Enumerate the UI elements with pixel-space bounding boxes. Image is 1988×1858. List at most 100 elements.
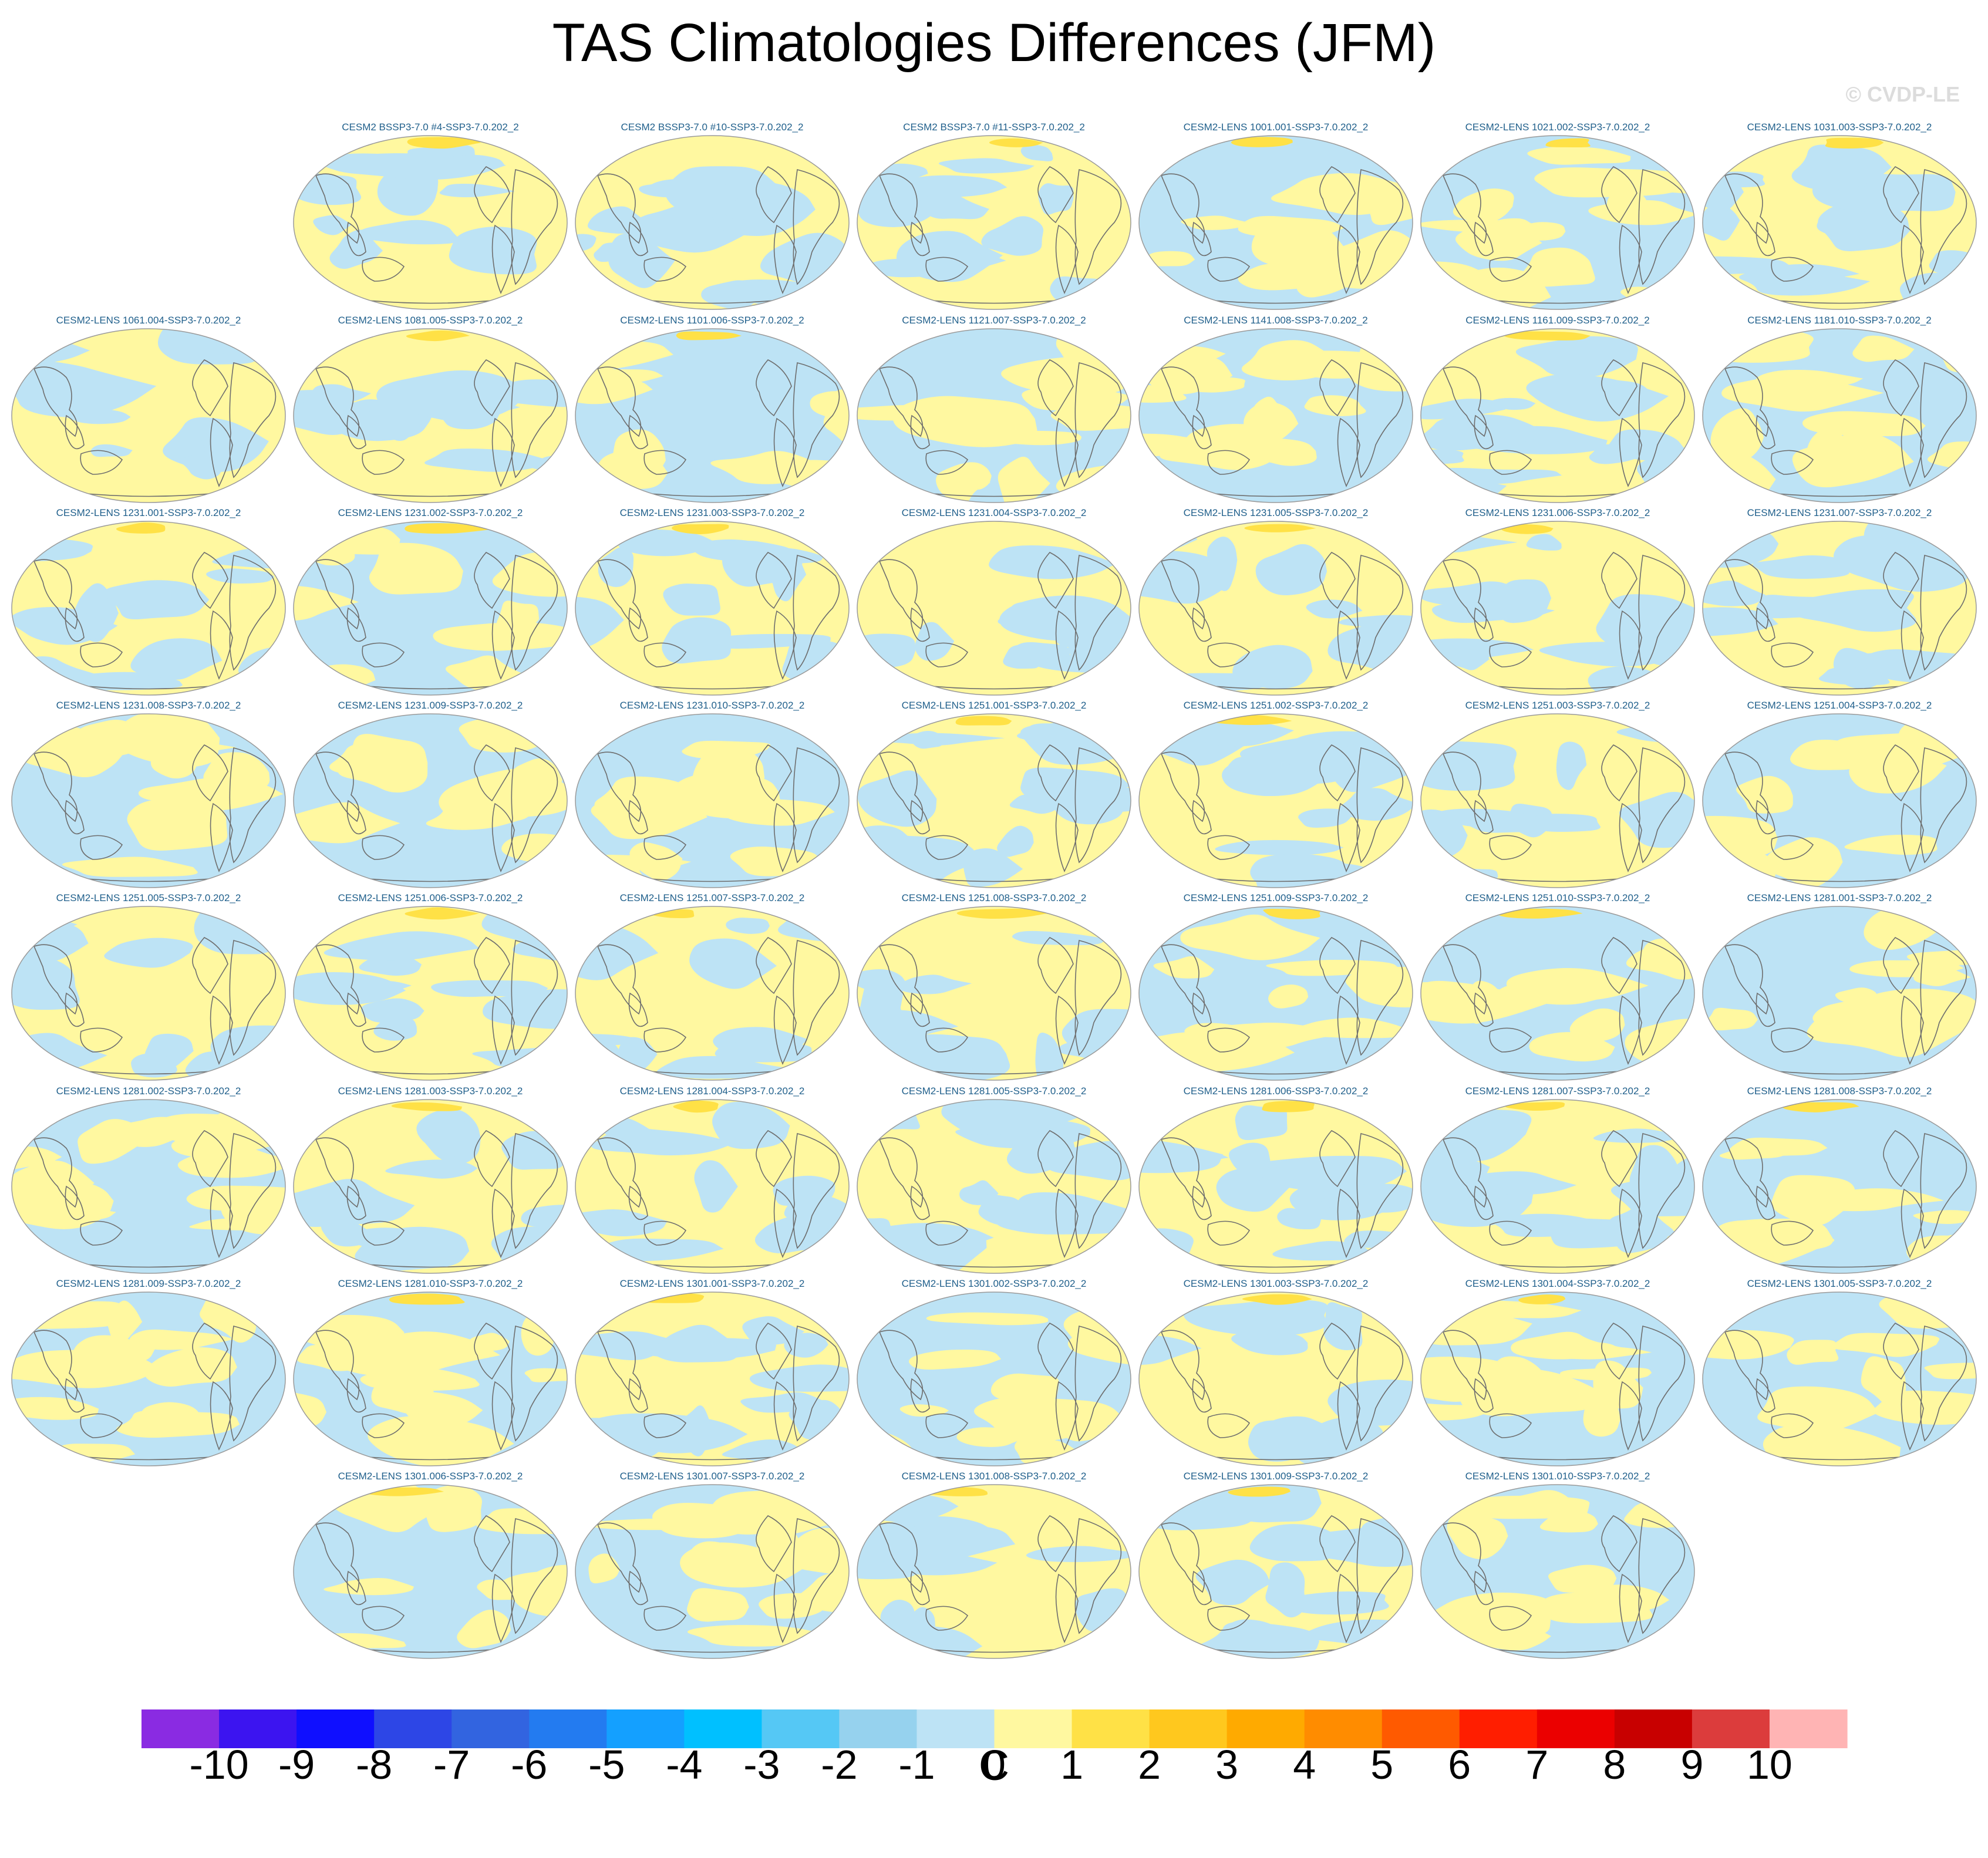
coastline: [793, 1326, 840, 1442]
map-panel: [1420, 1484, 1695, 1659]
map-panel: [857, 906, 1131, 1081]
colorbar-swatch: [1072, 1709, 1150, 1748]
map-panel: [1138, 713, 1413, 888]
coastline: [1192, 221, 1212, 257]
coastline: [1037, 166, 1074, 224]
coastline: [192, 744, 228, 802]
coastline: [511, 1133, 558, 1249]
coastline: [1319, 359, 1356, 417]
coastline: [773, 1381, 797, 1451]
coastline: [1055, 610, 1079, 680]
coastline: [229, 362, 277, 478]
map-border: [857, 1484, 1131, 1659]
anomaly-region: [104, 938, 193, 968]
coastline: [1619, 224, 1642, 294]
anomaly-region: [694, 1160, 738, 1213]
panel-title: CESM2-LENS 1231.005-SSP3-7.0.202_2: [1183, 507, 1369, 518]
coastline: [1489, 1027, 1532, 1053]
coastline: [925, 1027, 969, 1053]
coastline: [1160, 1137, 1205, 1208]
coastline: [1901, 995, 1924, 1065]
map-border: [293, 521, 568, 696]
coastline: [1755, 1378, 1775, 1413]
coastline: [1920, 555, 1967, 671]
anomaly-region: [1619, 791, 1694, 848]
coastline: [362, 1220, 405, 1246]
coastline: [1638, 747, 1686, 864]
coastline: [756, 359, 792, 417]
coastline: [793, 747, 840, 864]
coastline: [1442, 751, 1487, 822]
colorbar-swatch: [916, 1709, 995, 1748]
anomaly-region: [926, 1312, 1049, 1326]
anomaly-region: [915, 622, 955, 661]
anomaly-region: [12, 1195, 93, 1221]
coastline: [80, 1413, 123, 1438]
colorbar-tick-label: -5: [588, 1742, 625, 1788]
anomaly-region: [1924, 1363, 1976, 1380]
coastline: [315, 366, 360, 437]
anomaly-region: [1231, 1330, 1308, 1355]
coastline: [1356, 362, 1404, 478]
coastline: [1474, 1185, 1494, 1220]
colorbar-unit-label: C: [979, 1742, 1009, 1789]
colorbar-swatch: [606, 1709, 685, 1748]
anomaly-region: [12, 1350, 161, 1388]
anomaly-region: [1345, 966, 1413, 1008]
panel-title: CESM2-LENS 1281.006-SSP3-7.0.202_2: [1183, 1085, 1369, 1097]
anomaly-region: [360, 998, 424, 1023]
anomaly-region: [1473, 1624, 1551, 1651]
coastline: [1601, 937, 1637, 994]
map-panel: [1138, 1484, 1413, 1659]
coastline: [1337, 995, 1360, 1065]
coastline: [474, 359, 510, 417]
coastline: [1074, 362, 1122, 478]
coastline: [1474, 992, 1494, 1027]
map-border: [1420, 135, 1695, 310]
panel-title: CESM2-LENS 1231.004-SSP3-7.0.202_2: [901, 507, 1087, 518]
coastline: [597, 173, 642, 244]
map-border: [575, 713, 850, 888]
anomaly-region: [144, 1347, 237, 1387]
anomaly-region: [997, 825, 1034, 857]
coastline: [1055, 802, 1079, 872]
anomaly-region: [1020, 144, 1053, 161]
coastline: [346, 992, 366, 1027]
anomaly-region: [823, 389, 849, 443]
anomaly-region: [720, 201, 763, 220]
coastline: [1055, 224, 1079, 294]
anomaly-region: [663, 584, 720, 616]
coastline: [910, 607, 930, 642]
map-border: [11, 1292, 286, 1466]
map-border: [1138, 713, 1413, 888]
coastline: [1207, 835, 1251, 860]
anomaly-region: [1527, 146, 1631, 165]
figure-title: TAS Climatologies Differences (JFM): [552, 13, 1436, 73]
anomaly-region: [1753, 555, 1849, 579]
coastline: [33, 944, 78, 1015]
coastline: [1601, 1323, 1637, 1380]
anomaly-region: [73, 720, 150, 757]
coastline: [1755, 992, 1775, 1027]
anomaly-region: [1026, 1546, 1131, 1562]
coastline: [925, 450, 969, 475]
coastline: [1920, 940, 1967, 1056]
anomaly-region: [90, 444, 133, 457]
anomaly-region: [368, 1416, 514, 1466]
map-panel: [1702, 1292, 1977, 1466]
coastline: [1619, 1381, 1642, 1451]
map-border: [575, 135, 850, 310]
anomaly-region: [373, 1016, 417, 1041]
coastline: [1474, 221, 1494, 257]
colorbar-tick-label: -9: [278, 1742, 315, 1788]
map-panel: [293, 713, 568, 888]
map-panel: [1702, 1099, 1977, 1274]
anomaly-region: [687, 1588, 749, 1622]
anomaly-region: [759, 1593, 830, 1619]
coastline: [346, 607, 366, 642]
anomaly-region: [1484, 397, 1536, 410]
coastline: [878, 1330, 924, 1401]
coastline: [1724, 173, 1769, 244]
coastline: [65, 992, 85, 1027]
coastline: [1474, 1378, 1494, 1413]
